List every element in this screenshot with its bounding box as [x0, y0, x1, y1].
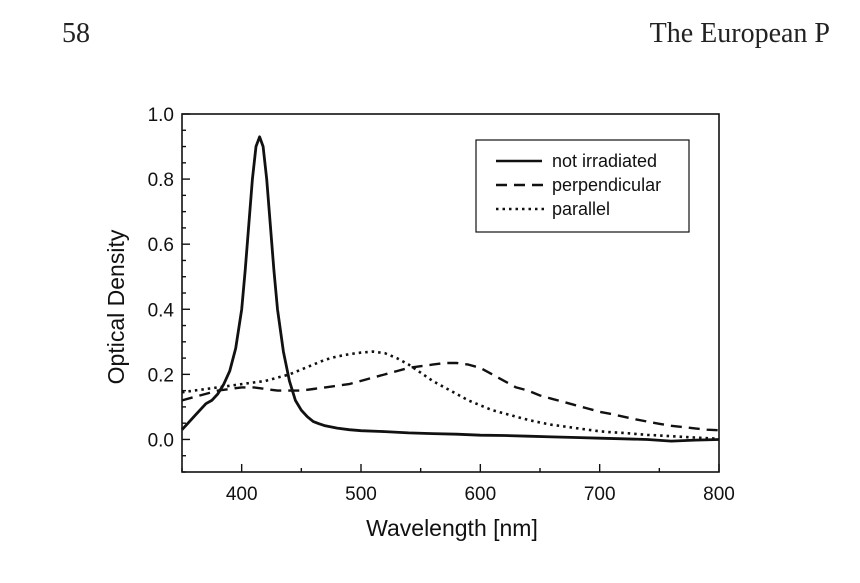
y-axis-title: Optical Density [103, 229, 129, 384]
page-number: 58 [62, 18, 90, 48]
header-clip: 58 The European P [0, 0, 860, 48]
series-line-parallel [181, 350, 720, 441]
series-layer [180, 135, 720, 443]
x-tick-label: 400 [226, 484, 258, 505]
y-tick-label: 1.0 [148, 105, 174, 126]
y-tick-label: 0.2 [148, 365, 174, 386]
x-tick-label: 500 [345, 484, 377, 505]
y-tick-label: 0.4 [148, 300, 175, 321]
legend-label-parallel: parallel [552, 199, 610, 219]
x-tick-label: 600 [464, 484, 496, 505]
y-axis-ticks: 0.0 0.2 0.4 0.6 0.8 1.0 [148, 105, 190, 473]
x-tick-label: 700 [584, 484, 616, 505]
legend-label-perpendicular: perpendicular [552, 175, 661, 195]
legend-label-not-irradiated: not irradiated [552, 151, 657, 171]
y-tick-label: 0.0 [148, 430, 174, 451]
x-axis-title: Wavelength [nm] [366, 515, 538, 541]
page-header: 58 The European P [0, 0, 860, 60]
series-line-not-irradiated [180, 135, 720, 443]
y-tick-label: 0.8 [148, 170, 174, 191]
journal-title: The European P [649, 18, 830, 48]
x-axis-ticks: 400 500 600 700 800 [181, 464, 735, 505]
x-tick-label: 800 [703, 484, 735, 505]
y-tick-label: 0.6 [148, 235, 174, 256]
series-line-perpendicular [181, 361, 720, 432]
legend-box [475, 139, 690, 233]
legend: not irradiated perpendicular parallel [475, 139, 690, 233]
